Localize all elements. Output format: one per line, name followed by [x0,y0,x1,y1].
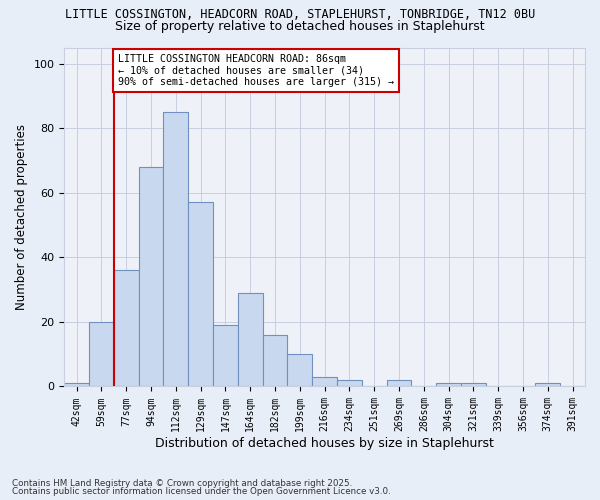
Bar [163,112,188,386]
Bar [461,383,486,386]
Bar [287,354,312,386]
Text: LITTLE COSSINGTON, HEADCORN ROAD, STAPLEHURST, TONBRIDGE, TN12 0BU: LITTLE COSSINGTON, HEADCORN ROAD, STAPLE… [65,8,535,20]
Bar [386,380,412,386]
Text: Contains public sector information licensed under the Open Government Licence v3: Contains public sector information licen… [12,487,391,496]
Y-axis label: Number of detached properties: Number of detached properties [15,124,28,310]
Bar [64,383,89,386]
Text: Size of property relative to detached houses in Staplehurst: Size of property relative to detached ho… [115,20,485,33]
Bar [188,202,213,386]
Bar [114,270,139,386]
Bar [139,167,163,386]
Bar [263,335,287,386]
Bar [89,322,114,386]
Bar [436,383,461,386]
Bar [213,325,238,386]
Text: LITTLE COSSINGTON HEADCORN ROAD: 86sqm
← 10% of detached houses are smaller (34): LITTLE COSSINGTON HEADCORN ROAD: 86sqm ←… [118,54,394,87]
Text: Contains HM Land Registry data © Crown copyright and database right 2025.: Contains HM Land Registry data © Crown c… [12,478,352,488]
Bar [337,380,362,386]
Bar [312,377,337,386]
Bar [238,293,263,386]
X-axis label: Distribution of detached houses by size in Staplehurst: Distribution of detached houses by size … [155,437,494,450]
Bar [535,383,560,386]
